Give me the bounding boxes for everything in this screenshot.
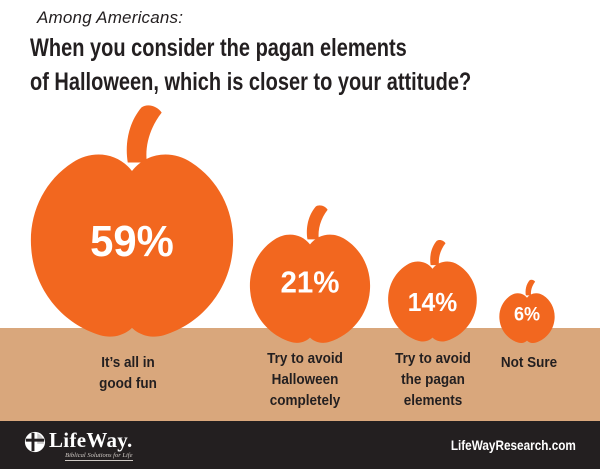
lifeway-logo: LifeWay. Biblical Solutions for Life (24, 427, 133, 461)
category-label-not-sure: Not Sure (500, 354, 558, 371)
website-text: LifeWayResearch.com (450, 437, 576, 453)
chart-title-line2: of Halloween, which is closer to your at… (30, 68, 472, 96)
brand-wordmark: LifeWay. (49, 427, 133, 452)
category-label-good-fun: It’s all in good fun (99, 354, 157, 392)
value-label: 14% (407, 287, 458, 318)
ground-band (0, 328, 600, 421)
chart-title-line1: When you consider the pagan elements (30, 34, 407, 62)
pumpkin-group-good-fun: 59% (26, 103, 238, 347)
pumpkin-group-avoid-pagan: 14% (386, 239, 479, 346)
brand-tagline: Biblical Solutions for Life (65, 451, 133, 461)
header: Among Americans: When you consider the p… (30, 8, 590, 99)
globe-cross-icon (24, 431, 46, 452)
category-label-avoid-halloween: Try to avoid Halloween completely (267, 350, 343, 409)
value-label: 59% (90, 217, 174, 267)
chart-kicker: Among Americans: (37, 8, 184, 27)
pumpkin-group-avoid-halloween: 21% (247, 204, 373, 349)
category-label-avoid-pagan: Try to avoid the pagan elements (395, 350, 471, 409)
value-label: 6% (513, 304, 541, 326)
value-label: 21% (280, 264, 340, 300)
pumpkin-group-not-sure: 6% (498, 279, 556, 346)
footer-bar: LifeWay. Biblical Solutions for Life Lif… (0, 421, 600, 469)
